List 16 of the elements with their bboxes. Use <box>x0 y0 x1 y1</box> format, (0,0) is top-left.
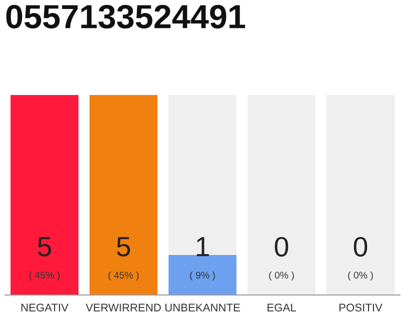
x-tick-label: EGAL <box>268 304 296 312</box>
x-tick-label: NEGATIV <box>21 304 68 312</box>
annotation: ( 9% ) <box>190 271 215 281</box>
annotation: ( 45% ) <box>108 271 139 281</box>
chart-title: 0557133524491 <box>6 4 246 29</box>
data-label: 5 <box>38 237 52 256</box>
annotation: 0 <box>274 236 288 257</box>
annotation: ( 0% ) <box>269 271 294 281</box>
annotation: ( 45% ) <box>29 271 60 281</box>
x-tick-label: VERWIRREND <box>86 304 161 312</box>
annotation: 0 <box>354 236 368 257</box>
annotation: ( 0% ) <box>348 271 373 281</box>
data-label: 1 <box>196 237 209 256</box>
data-label: 5 <box>116 237 130 256</box>
x-tick-label: UNBEKANNTE <box>165 304 240 312</box>
x-tick-label: POSITIV <box>339 304 382 312</box>
